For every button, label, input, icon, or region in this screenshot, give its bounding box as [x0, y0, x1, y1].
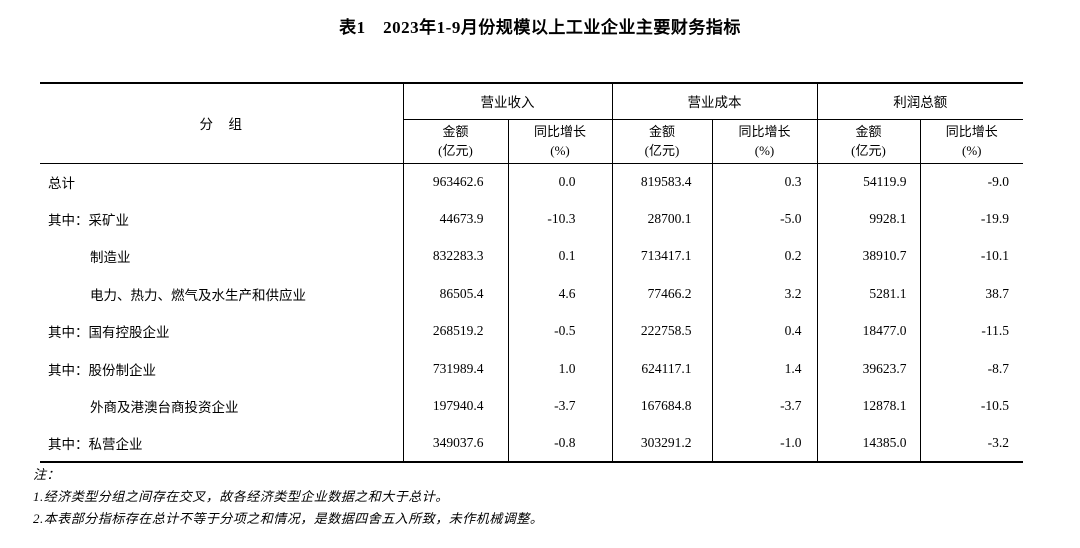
- revenue-amount-cell: 86505.4: [402, 275, 508, 313]
- profit-amount-cell: 18477.0: [816, 312, 920, 350]
- revenue-growth-cell: -3.7: [507, 387, 612, 425]
- profit-growth-cell: -8.7: [919, 349, 1023, 388]
- revenue-growth-cell: 1.0: [507, 349, 612, 388]
- cost-growth-cell: -1.0: [711, 424, 817, 463]
- revenue-amount-cell: 731989.4: [402, 349, 508, 388]
- cost-amount-cell: 28700.1: [611, 200, 712, 238]
- profit-amount-cell: 5281.1: [816, 275, 920, 313]
- row-label: 其中：股份制企业: [48, 362, 156, 378]
- row-label: 其中：国有控股企业: [48, 325, 170, 341]
- row-label: 其中：采矿业: [48, 213, 129, 229]
- subheader-amount-label: 金额: [442, 124, 469, 139]
- revenue-growth-cell: -0.5: [507, 312, 612, 350]
- subheader-profit-growth: 同比增长 (%): [919, 119, 1023, 164]
- profit-amount-cell: 54119.9: [816, 163, 920, 201]
- cost-growth-cell: -3.7: [711, 387, 817, 425]
- profit-growth-cell: -10.1: [919, 237, 1023, 276]
- table-row-manufacturing: 制造业 832283.3 0.1 713417.1 0.2 38910.7 -1…: [40, 237, 1023, 276]
- subheader-amount-label: 金额: [855, 124, 882, 139]
- table-row-total: 总计 963462.6 0.0 819583.4 0.3 54119.9 -9.…: [40, 163, 1023, 201]
- revenue-amount-cell: 963462.6: [402, 163, 508, 201]
- revenue-amount-cell: 197940.4: [402, 387, 508, 425]
- row-label: 其中：私营企业: [48, 436, 143, 452]
- cost-growth-cell: 0.2: [711, 237, 817, 276]
- subheader-cost-growth: 同比增长 (%): [711, 119, 817, 164]
- column-header-group: 分 组: [40, 83, 404, 164]
- subheader-revenue-amount: 金额 (亿元): [402, 119, 508, 164]
- cost-amount-cell: 819583.4: [611, 163, 712, 201]
- table-row-shareholding: 其中：股份制企业 731989.4 1.0 624117.1 1.4 39623…: [40, 349, 1023, 388]
- subheader-profit-amount: 金额 (亿元): [816, 119, 920, 164]
- column-header-operating-revenue: 营业收入: [402, 83, 612, 120]
- profit-amount-cell: 9928.1: [816, 200, 920, 238]
- revenue-growth-cell: -10.3: [507, 200, 612, 238]
- subheader-revenue-growth: 同比增长 (%): [507, 119, 612, 164]
- profit-amount-cell: 12878.1: [816, 387, 920, 425]
- subheader-cost-amount: 金额 (亿元): [611, 119, 712, 164]
- revenue-amount-cell: 349037.6: [402, 424, 508, 463]
- profit-amount-cell: 38910.7: [816, 237, 920, 276]
- cost-amount-cell: 167684.8: [611, 387, 712, 425]
- profit-growth-cell: -9.0: [919, 163, 1023, 201]
- profit-growth-cell: 38.7: [919, 275, 1023, 313]
- cost-amount-cell: 624117.1: [611, 349, 712, 388]
- revenue-amount-cell: 832283.3: [402, 237, 508, 276]
- column-header-total-profit: 利润总额: [816, 83, 1023, 120]
- table-row-foreign-invested: 外商及港澳台商投资企业 197940.4 -3.7 167684.8 -3.7 …: [40, 387, 1023, 425]
- profit-growth-cell: -3.2: [919, 424, 1023, 463]
- subheader-amount-unit: (亿元): [438, 143, 473, 158]
- cost-amount-cell: 713417.1: [611, 237, 712, 276]
- subheader-amount-label: 金额: [648, 124, 675, 139]
- cost-growth-cell: 3.2: [711, 275, 817, 313]
- footnotes: 注： 1.经济类型分组之间存在交叉，故各经济类型企业数据之和大于总计。 2.本表…: [33, 464, 543, 530]
- cost-amount-cell: 303291.2: [611, 424, 712, 463]
- financial-indicators-table: 分 组 营业收入 营业成本 利润总额 金额 (亿元) 同比增长 (%) 金额 (…: [40, 82, 1023, 464]
- cost-growth-cell: 1.4: [711, 349, 817, 388]
- subheader-growth-label: 同比增长: [533, 124, 586, 139]
- table-row-mining: 其中：采矿业 44673.9 -10.3 28700.1 -5.0 9928.1…: [40, 200, 1023, 238]
- revenue-growth-cell: 0.0: [507, 163, 612, 201]
- table-row-state-owned: 其中：国有控股企业 268519.2 -0.5 222758.5 0.4 184…: [40, 312, 1023, 350]
- subheader-growth-label: 同比增长: [945, 124, 998, 139]
- revenue-growth-cell: 4.6: [507, 275, 612, 313]
- profit-amount-cell: 14385.0: [816, 424, 920, 463]
- table-title: 表1 2023年1-9月份规模以上工业企业主要财务指标: [339, 18, 741, 37]
- cost-growth-cell: 0.4: [711, 312, 817, 350]
- profit-amount-cell: 39623.7: [816, 349, 920, 388]
- subheader-amount-unit: (亿元): [851, 143, 886, 158]
- cost-growth-cell: 0.3: [711, 163, 817, 201]
- revenue-growth-cell: 0.1: [507, 237, 612, 276]
- footnote-heading: 注：: [33, 467, 61, 482]
- cost-amount-cell: 77466.2: [611, 275, 712, 313]
- row-label: 总计: [48, 175, 75, 191]
- revenue-amount-cell: 268519.2: [402, 312, 508, 350]
- profit-growth-cell: -19.9: [919, 200, 1023, 238]
- row-label: 电力、热力、燃气及水生产和供应业: [90, 287, 306, 303]
- revenue-growth-cell: -0.8: [507, 424, 612, 463]
- column-header-operating-cost: 营业成本: [611, 83, 817, 120]
- cost-growth-cell: -5.0: [711, 200, 817, 238]
- profit-growth-cell: -10.5: [919, 387, 1023, 425]
- subheader-growth-unit: (%): [550, 143, 570, 158]
- row-label: 外商及港澳台商投资企业: [90, 400, 239, 416]
- table-row-private: 其中：私营企业 349037.6 -0.8 303291.2 -1.0 1438…: [40, 424, 1023, 463]
- footnote-item: 1.经济类型分组之间存在交叉，故各经济类型企业数据之和大于总计。: [33, 489, 449, 504]
- cost-amount-cell: 222758.5: [611, 312, 712, 350]
- subheader-growth-unit: (%): [962, 143, 982, 158]
- subheader-amount-unit: (亿元): [644, 143, 680, 158]
- row-label: 制造业: [90, 250, 131, 266]
- revenue-amount-cell: 44673.9: [402, 200, 508, 238]
- table-row-utilities: 电力、热力、燃气及水生产和供应业 86505.4 4.6 77466.2 3.2…: [40, 275, 1023, 313]
- profit-growth-cell: -11.5: [919, 312, 1023, 350]
- subheader-growth-unit: (%): [754, 143, 775, 158]
- footnote-item: 2.本表部分指标存在总计不等于分项之和情况，是数据四舍五入所致，未作机械调整。: [33, 511, 544, 526]
- subheader-growth-label: 同比增长: [738, 124, 791, 139]
- header-group-row: 分 组 营业收入 营业成本 利润总额: [40, 83, 1023, 164]
- header-sub-row: 金额 (亿元) 同比增长 (%) 金额 (亿元) 同比增长 (%) 金额 (: [40, 119, 1023, 164]
